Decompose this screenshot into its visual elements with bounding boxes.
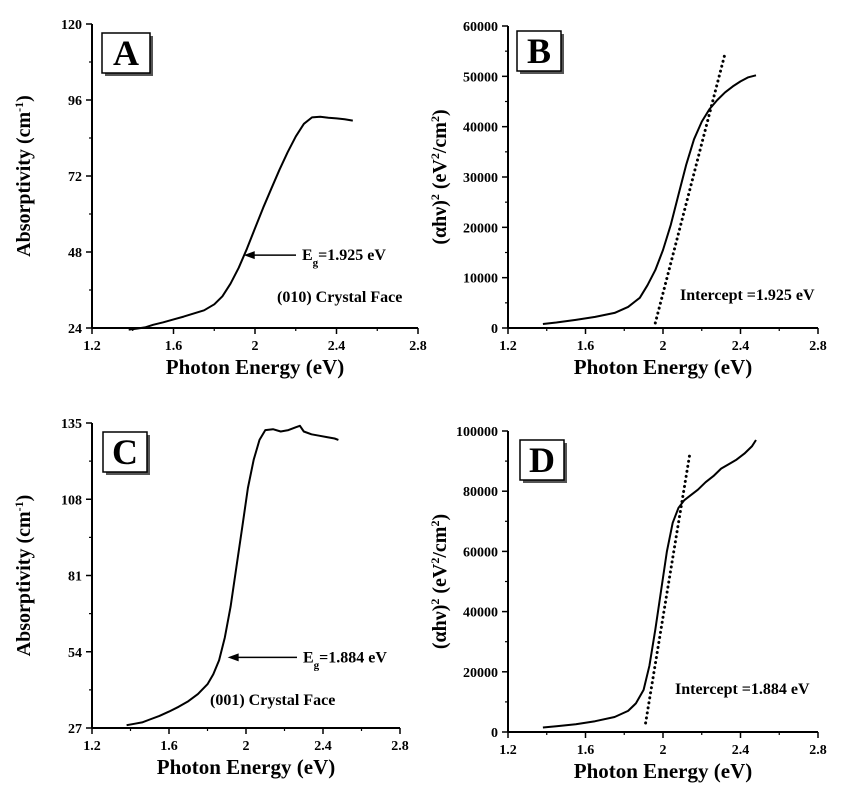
panel-a: 1.2 1.6 2 2.4 2.8 24 48 72 96 120 Photon Energy (e…: [12, 18, 427, 379]
y-tick-label: 72: [68, 170, 82, 185]
y-tick-label: 0: [491, 726, 498, 741]
y-tick-label: 81: [68, 570, 82, 585]
x-tick-label: 2.8: [391, 739, 409, 754]
panel-label-box: [101, 32, 151, 74]
y-tick-label: 40000: [463, 121, 498, 136]
y-tick-label: 0: [491, 322, 498, 337]
x-axis-label: Photon Energy (eV): [574, 355, 752, 379]
x-tick-label: 2.4: [732, 339, 750, 354]
x-tick-label: 1.6: [577, 743, 595, 758]
data-series-line: [542, 439, 757, 729]
data-series-line: [542, 74, 757, 325]
bandgap-annotation: Eg=1.884 eV: [303, 649, 387, 671]
x-tick-label: 2: [243, 739, 250, 754]
intercept-annotation: Intercept =1.884 eV: [675, 681, 810, 698]
panel-label: D: [529, 440, 555, 480]
y-tick-label: 50000: [463, 70, 498, 85]
y-tick-label: 100000: [456, 425, 498, 440]
data-series-line: [126, 424, 339, 727]
x-axis-label: Photon Energy (eV): [157, 755, 335, 779]
x-tick-label: 1.6: [165, 339, 183, 354]
y-tick-label: 20000: [463, 666, 498, 681]
x-tick-label: 2.4: [732, 743, 750, 758]
y-axis-label: (αhν)2 (eV2/cm2): [428, 109, 451, 244]
x-tick-label: 1.6: [577, 339, 595, 354]
linear-fit-line: [644, 450, 692, 725]
crystal-face-note: (010) Crystal Face: [277, 289, 402, 306]
data-series-line: [128, 115, 353, 331]
linear-fit-line: [653, 52, 727, 325]
y-tick-label: 80000: [463, 485, 498, 500]
x-tick-label: 2.8: [809, 339, 827, 354]
y-tick-label: 120: [61, 18, 82, 33]
y-tick-label: 96: [68, 94, 82, 109]
y-tick-label: 60000: [463, 20, 498, 35]
y-tick-label: 108: [61, 493, 82, 508]
y-tick-label: 60000: [463, 545, 498, 560]
panel-label-box: [516, 30, 562, 72]
x-tick-label: 2.8: [809, 743, 827, 758]
bandgap-annotation: Eg=1.925 eV: [302, 247, 386, 269]
x-tick-label: 1.2: [83, 339, 101, 354]
x-tick-label: 2: [252, 339, 259, 354]
arrow-head: [243, 251, 255, 260]
x-tick-label: 1.6: [160, 739, 178, 754]
panel-label: B: [527, 31, 551, 71]
x-tick-label: 2.4: [328, 339, 346, 354]
x-tick-label: 2: [660, 743, 667, 758]
y-tick-label: 24: [68, 322, 82, 337]
x-tick-label: 1.2: [499, 339, 517, 354]
y-tick-label: 48: [68, 246, 82, 261]
panel-c: 1.2 1.6 2 2.4 2.8 27 54 81 108 135 Photon Energy (…: [12, 417, 409, 779]
panel-label: A: [113, 33, 139, 73]
x-tick-label: 2.4: [314, 739, 332, 754]
y-tick-label: 30000: [463, 171, 498, 186]
panel-label: C: [112, 432, 138, 472]
panel-b: 1.2 1.6 2 2.4 2.8 0 10000 20000 30000 40000 50000 6…: [428, 20, 827, 379]
panel-label-box: [102, 431, 148, 473]
y-tick-label: 40000: [463, 606, 498, 621]
panel-label-box: [519, 439, 565, 481]
x-axis-label: Photon Energy (eV): [574, 759, 752, 783]
y-axis-label: Absorptivity (cm-1): [12, 95, 35, 257]
x-tick-label: 1.2: [499, 743, 517, 758]
x-tick-label: 2: [660, 339, 667, 354]
y-axis-label: (αhν)2 (eV2/cm2): [428, 514, 451, 649]
arrow-head: [227, 653, 239, 662]
x-tick-label: 2.8: [409, 339, 427, 354]
x-tick-label: 1.2: [83, 739, 101, 754]
x-axis-label: Photon Energy (eV): [166, 355, 344, 379]
y-tick-label: 54: [68, 646, 82, 661]
y-tick-label: 20000: [463, 221, 498, 236]
y-tick-label: 135: [61, 417, 82, 432]
y-axis-label: Absorptivity (cm-1): [12, 495, 35, 657]
intercept-annotation: Intercept =1.925 eV: [680, 287, 815, 304]
panel-d: 1.2 1.6 2 2.4 2.8 0 20000 40000 60000 80000 100000…: [428, 425, 827, 783]
y-tick-label: 10000: [463, 272, 498, 287]
crystal-face-note: (001) Crystal Face: [210, 692, 335, 709]
y-tick-label: 27: [68, 722, 82, 737]
